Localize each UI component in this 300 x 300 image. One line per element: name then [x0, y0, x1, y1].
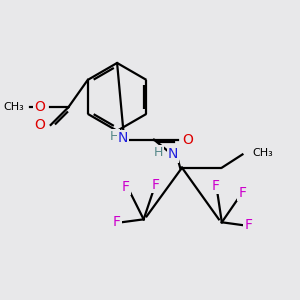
Text: N: N — [168, 147, 178, 161]
Text: CH₃: CH₃ — [3, 102, 24, 112]
Text: F: F — [112, 215, 121, 229]
Text: N: N — [118, 131, 128, 146]
Text: F: F — [244, 218, 252, 232]
Text: F: F — [152, 178, 160, 192]
Text: F: F — [211, 179, 219, 193]
Text: H: H — [110, 130, 119, 143]
Text: H: H — [153, 146, 163, 160]
Text: F: F — [238, 186, 247, 200]
Text: O: O — [34, 100, 45, 114]
Text: O: O — [34, 118, 45, 132]
Text: F: F — [122, 180, 130, 194]
Text: O: O — [182, 133, 193, 147]
Text: CH₃: CH₃ — [253, 148, 274, 158]
